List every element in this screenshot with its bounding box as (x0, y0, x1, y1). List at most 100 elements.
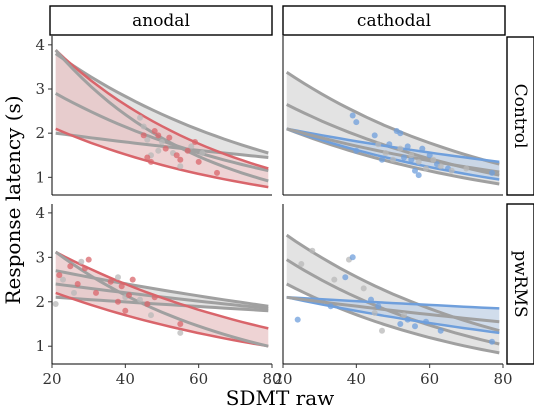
stim-ci-lower-anodal-pwrms (55, 291, 269, 348)
data-point-cathodal-control-19 (382, 150, 389, 156)
data-point-anodal-pwrms-17 (118, 283, 125, 290)
data-point-cathodal-control-2 (353, 147, 360, 154)
data-point-anodal-pwrms-1 (60, 276, 66, 283)
data-point-anodal-pwrms-4 (115, 274, 121, 281)
data-point-anodal-pwrms-16 (115, 298, 121, 305)
data-point-anodal-pwrms-15 (107, 278, 114, 285)
data-point-anodal-pwrms-22 (151, 294, 158, 301)
stim-ci-lower-anodal-control (55, 127, 269, 189)
panels (51, 36, 503, 365)
data-point-cathodal-control-14 (426, 152, 433, 159)
data-point-cathodal-control-25 (430, 156, 437, 163)
data-point-anodal-control-1 (140, 123, 147, 130)
data-point-anodal-pwrms-7 (148, 312, 154, 319)
sham-ci-upper-cathodal-control (285, 70, 500, 166)
data-point-anodal-control-5 (159, 139, 165, 145)
data-point-anodal-control-17 (173, 152, 180, 159)
x-tick-label-cathodal-20: 20 (273, 370, 292, 388)
data-point-cathodal-pwrms-2 (331, 276, 338, 283)
panel-anodal-control (51, 36, 272, 196)
x-tick-label-cathodal-60: 60 (420, 370, 439, 388)
data-point-cathodal-pwrms-18 (437, 327, 444, 334)
data-point-cathodal-pwrms-13 (375, 303, 382, 310)
data-point-anodal-pwrms-20 (129, 276, 136, 283)
strip-label-anodal: anodal (132, 11, 190, 31)
data-point-cathodal-control-27 (448, 167, 455, 174)
sham-ci-upper-anodal-control (54, 52, 269, 155)
data-point-cathodal-pwrms-14 (397, 321, 404, 327)
stim-ci-upper-cathodal-pwrms (286, 296, 500, 310)
data-point-cathodal-pwrms-5 (371, 309, 378, 316)
data-point-cathodal-pwrms-4 (360, 285, 367, 292)
data-point-anodal-control-13 (151, 128, 158, 134)
data-point-cathodal-pwrms-9 (327, 303, 334, 310)
data-point-anodal-pwrms-18 (122, 307, 129, 314)
stim-fit-anodal-control (54, 49, 269, 183)
data-point-cathodal-control-24 (423, 165, 429, 172)
data-point-cathodal-control-21 (397, 145, 404, 152)
data-point-cathodal-control-7 (397, 130, 404, 137)
x-axis-title: SDMT raw (226, 386, 335, 410)
data-point-cathodal-pwrms-16 (412, 323, 418, 330)
strip-col-anodal (49, 5, 273, 36)
data-point-cathodal-control-18 (375, 141, 382, 148)
panel-anodal-pwrms (51, 204, 272, 365)
data-point-cathodal-control-4 (379, 156, 385, 163)
data-point-anodal-control-18 (177, 156, 184, 163)
data-point-anodal-control-21 (195, 158, 202, 165)
strip-label-pwrms: pwRMS (510, 250, 530, 317)
data-point-cathodal-control-8 (401, 154, 407, 161)
data-point-anodal-control-10 (140, 132, 147, 139)
stim-ci-upper-anodal-control (54, 49, 269, 170)
data-point-cathodal-pwrms-11 (349, 254, 356, 261)
data-point-cathodal-pwrms-0 (298, 261, 305, 267)
y-axis-title: Response latency (s) (1, 95, 25, 304)
strip-row-control (506, 36, 534, 196)
x-tick-label-anodal-20: 20 (42, 370, 61, 388)
sham-ci-upper-cathodal-pwrms (285, 233, 500, 333)
data-point-anodal-pwrms-6 (137, 296, 143, 303)
x-tick-label-cathodal-80: 80 (493, 370, 512, 388)
data-point-anodal-pwrms-21 (144, 301, 151, 307)
data-point-anodal-control-0 (137, 114, 143, 121)
data-point-cathodal-control-17 (489, 169, 495, 176)
x-tick-label-anodal-40: 40 (116, 370, 135, 388)
data-point-anodal-control-4 (155, 147, 162, 154)
data-point-anodal-pwrms-19 (126, 292, 132, 299)
data-point-cathodal-pwrms-1 (309, 247, 316, 254)
data-point-cathodal-control-11 (412, 167, 418, 174)
data-point-anodal-pwrms-3 (78, 258, 85, 265)
data-point-anodal-pwrms-23 (177, 321, 184, 327)
data-point-cathodal-pwrms-7 (401, 312, 407, 319)
sham-fit-cathodal-pwrms (285, 258, 500, 346)
stim-fit-cathodal-control (286, 127, 500, 174)
data-point-cathodal-control-10 (408, 156, 415, 163)
data-point-anodal-pwrms-10 (67, 263, 74, 270)
data-point-cathodal-control-1 (353, 119, 360, 126)
data-point-cathodal-control-13 (419, 145, 426, 152)
data-point-cathodal-control-22 (408, 152, 415, 159)
stim-fit-anodal-pwrms (54, 250, 269, 348)
stim-fit-cathodal-pwrms (286, 295, 500, 324)
data-point-cathodal-control-9 (404, 143, 411, 150)
y-tick-label-pwrms-1: 1 (35, 337, 45, 355)
data-point-cathodal-pwrms-6 (379, 327, 385, 334)
data-point-anodal-control-20 (192, 139, 198, 145)
data-point-anodal-pwrms-11 (74, 281, 81, 287)
data-point-cathodal-pwrms-10 (342, 274, 349, 281)
data-point-cathodal-pwrms-19 (489, 338, 495, 345)
data-point-cathodal-control-28 (463, 165, 470, 172)
data-point-cathodal-pwrms-17 (423, 318, 429, 325)
data-point-cathodal-control-3 (371, 132, 378, 139)
y-tick-label-control-2: 2 (35, 124, 45, 142)
data-point-anodal-control-9 (199, 150, 206, 156)
data-point-anodal-pwrms-14 (93, 289, 99, 296)
data-point-anodal-control-16 (166, 134, 173, 141)
y-tick-label-control-4: 4 (35, 36, 45, 54)
strip-label-cathodal: cathodal (357, 11, 431, 31)
data-point-cathodal-control-23 (415, 158, 422, 165)
data-point-anodal-pwrms-2 (71, 289, 77, 296)
data-point-anodal-control-19 (184, 147, 191, 154)
